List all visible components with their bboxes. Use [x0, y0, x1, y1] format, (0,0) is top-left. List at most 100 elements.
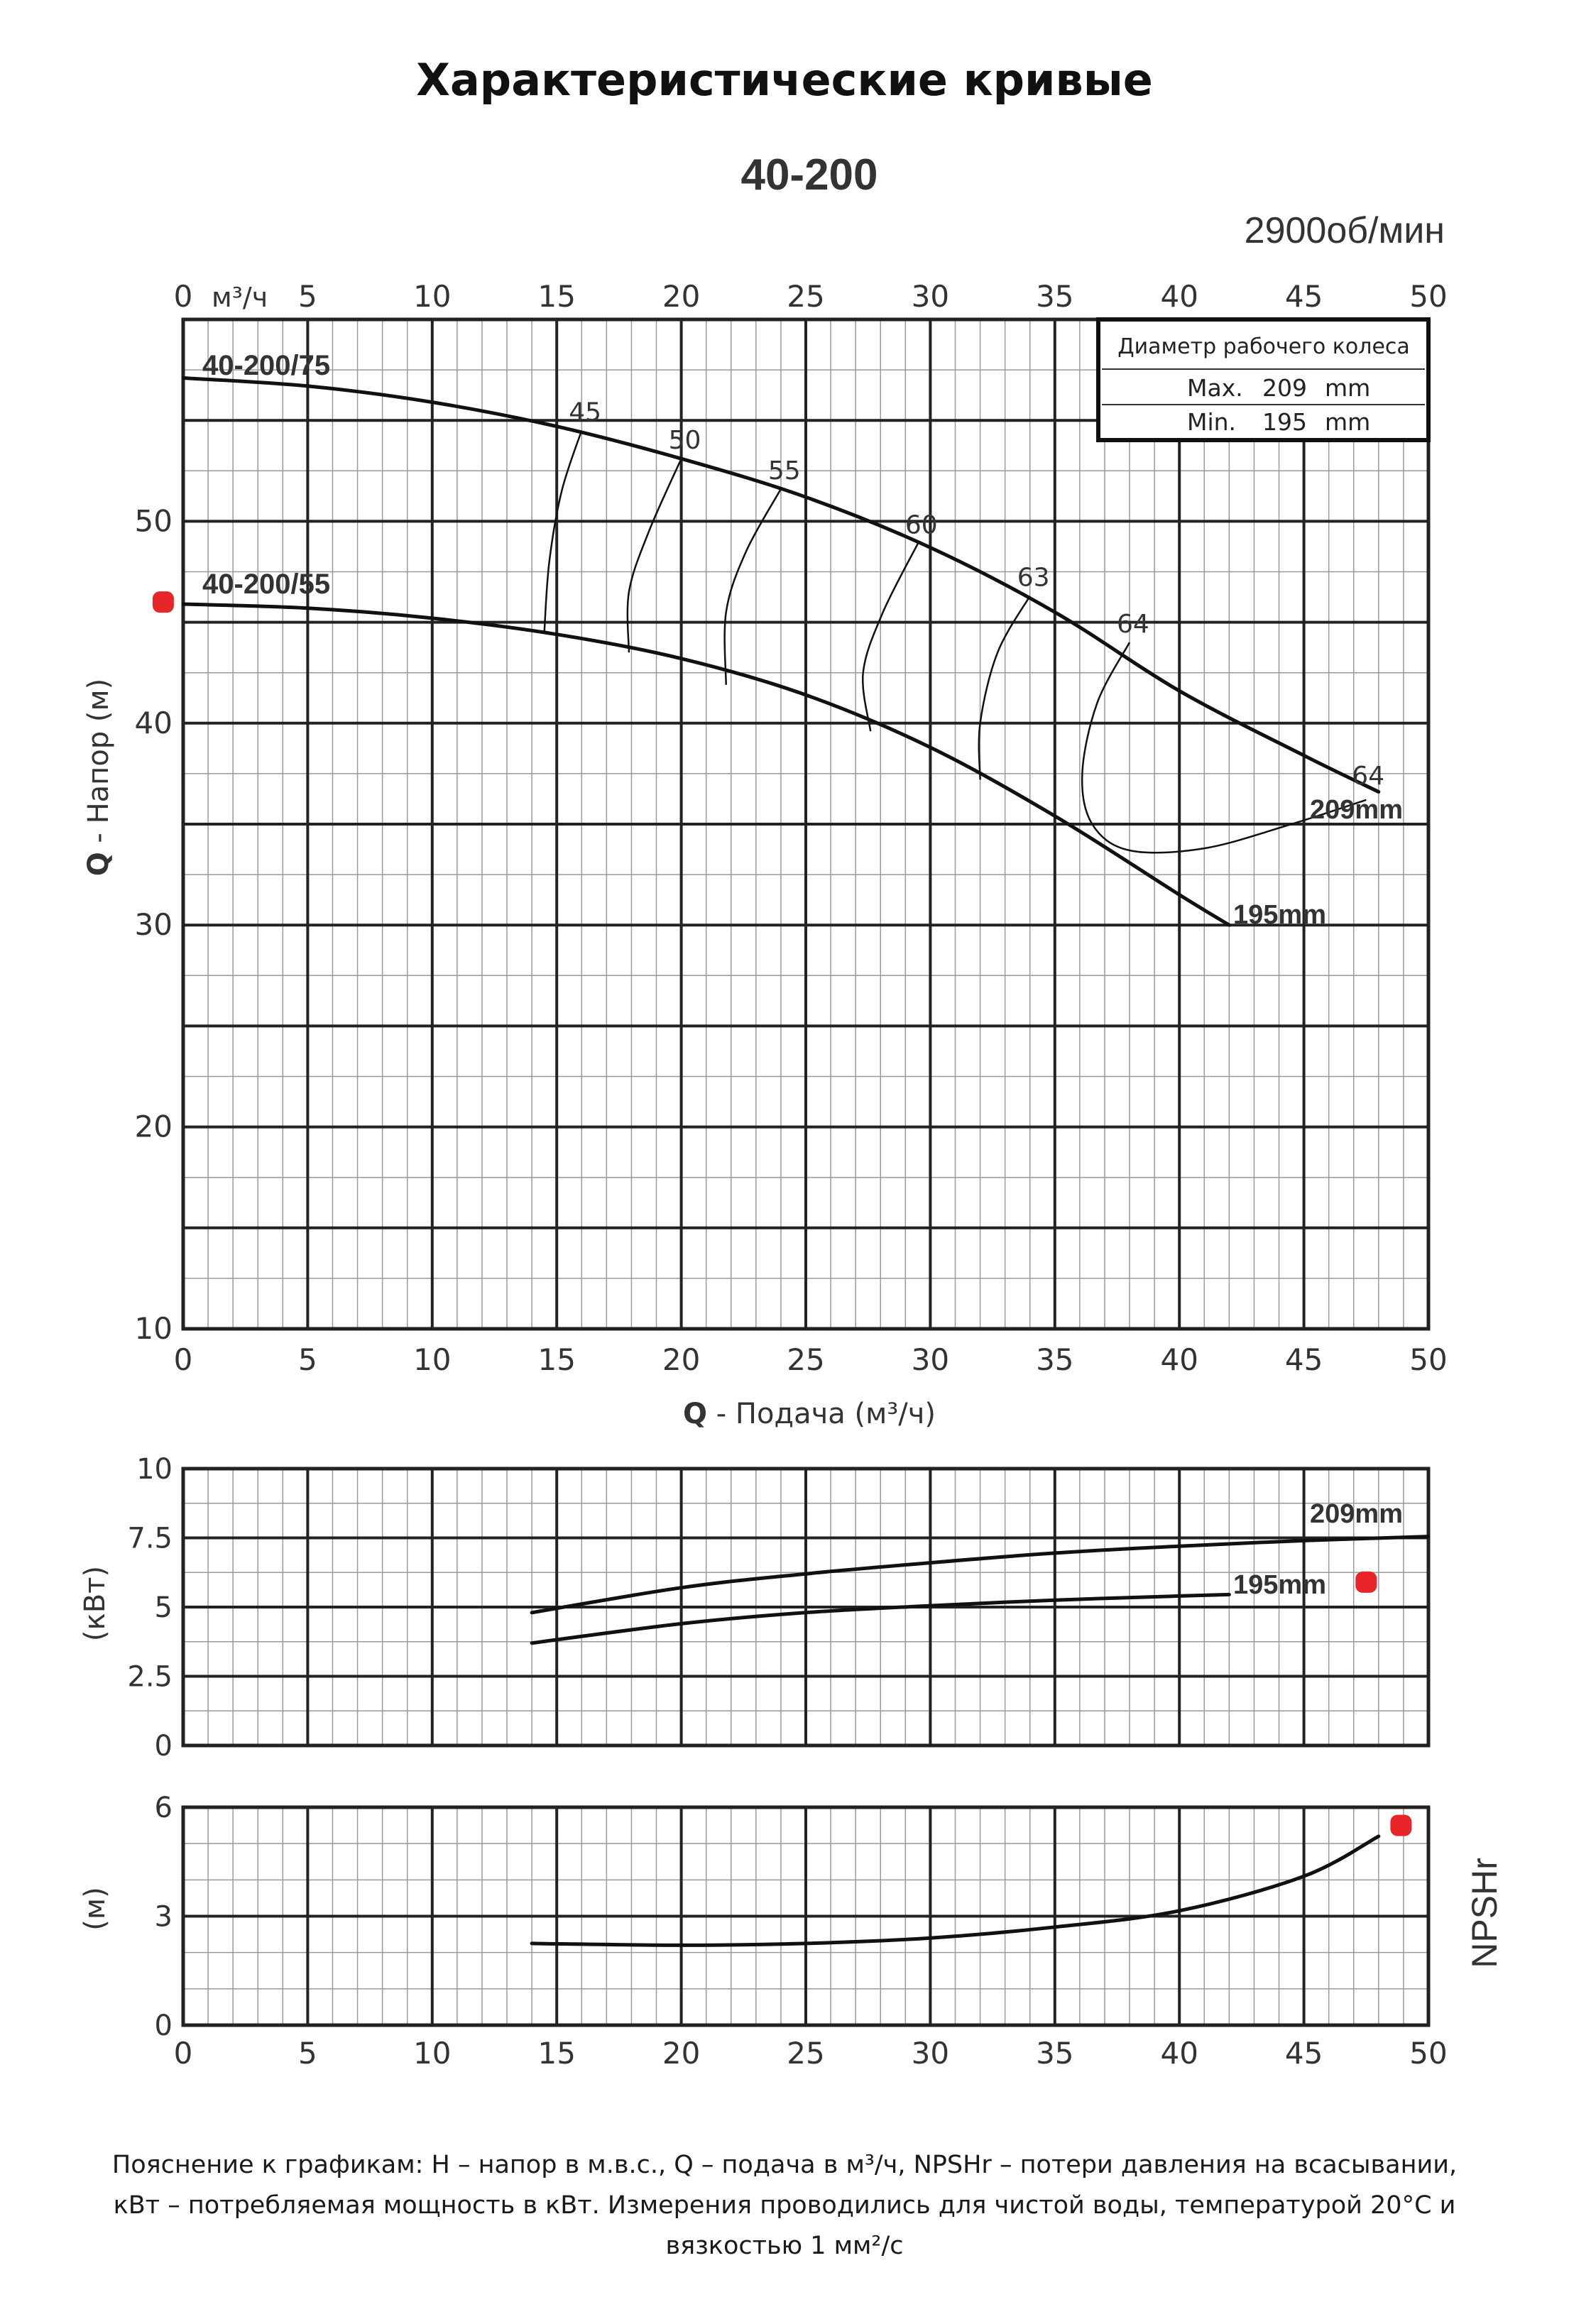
power-chart-grid: [181, 1467, 1431, 1748]
efficiency-curve: [723, 488, 782, 685]
x-tick-label: 35: [1036, 1342, 1073, 1377]
npsh-x-tick-label: 15: [537, 2036, 575, 2071]
npsh-x-tick-label: 20: [662, 2036, 700, 2071]
efficiency-label: 64: [1117, 610, 1149, 639]
top-x-tick-label: 40: [1160, 279, 1198, 314]
efficiency-label: 63: [1017, 564, 1050, 593]
head-chart-grid: [181, 317, 1431, 1331]
markers: [152, 591, 1412, 1836]
x-axis-title-rest: - Подача (м³/ч): [707, 1398, 936, 1430]
npsh-x-tick-label: 30: [912, 2036, 949, 2071]
y-axis-title: Q - Напор (м): [82, 679, 115, 877]
x-tick-label: 10: [413, 1342, 451, 1377]
top-x-tick-label: 0: [174, 279, 193, 314]
power-axis-title: (кВт): [79, 1566, 111, 1641]
top-x-tick-label: 35: [1036, 279, 1073, 314]
npsh-y-tick-label: 0: [155, 2010, 173, 2042]
power-y-tick-label: 5: [155, 1591, 173, 1624]
power-y-tick-label: 7.5: [127, 1523, 173, 1555]
power-y-tick-label: 10: [136, 1453, 173, 1486]
npsh-axis-title: (м): [79, 1887, 111, 1930]
legend-max-unit: mm: [1325, 374, 1370, 402]
top-x-tick-label: 20: [662, 279, 700, 314]
y-tick-label: 30: [135, 907, 173, 942]
npshr-side-label: NPSHr: [1465, 1858, 1504, 1968]
efficiency-curve: [1081, 642, 1367, 854]
power-y-tick-label: 0: [155, 1730, 173, 1763]
npsh-x-tick-label: 40: [1160, 2036, 1198, 2071]
efficiency-curve: [861, 543, 919, 732]
npsh-x-tick-label: 35: [1036, 2036, 1073, 2071]
top-x-tick-label: 25: [787, 279, 824, 314]
red-marker: [1355, 1571, 1377, 1593]
legend-max-value: 209: [1262, 374, 1307, 402]
legend-max-label: Max.: [1187, 374, 1243, 402]
end-label-209mm: 209mm: [1310, 795, 1403, 825]
x-tick-label: 45: [1285, 1342, 1323, 1377]
legend-title: Диаметр рабочего колеса: [1117, 334, 1410, 359]
series-label-40-200-55: 40-200/55: [202, 569, 330, 600]
series-line: [181, 602, 1231, 927]
chart-title: 40-200: [740, 150, 878, 199]
series-label-40-200-75: 40-200/75: [202, 350, 330, 381]
efficiency-label: 45: [569, 398, 601, 427]
series-line: [181, 376, 1381, 794]
npsh-y-tick-label: 3: [155, 1901, 173, 1934]
series-line: [530, 1834, 1381, 1947]
legend-frame: [1096, 317, 1431, 442]
efficiency-curve: [978, 595, 1031, 780]
tick-labels: 0055101015152020252530303535404045455050…: [127, 279, 1447, 2071]
y-axis-title-bold: Q: [82, 852, 115, 876]
series-line: [530, 1592, 1231, 1645]
x-axis-title-bold: Q: [683, 1398, 707, 1430]
top-x-tick-label: 30: [912, 279, 949, 314]
explanation-note: Пояснение к графикам: H – напор в м.в.с.…: [111, 2151, 1458, 2260]
red-marker: [1390, 1814, 1412, 1836]
series-line: [530, 1535, 1431, 1615]
x-axis-title: Q - Подача (м³/ч): [683, 1398, 936, 1430]
npsh-x-tick-label: 5: [298, 2036, 317, 2071]
y-tick-label: 10: [135, 1311, 173, 1346]
npsh-x-tick-label: 0: [174, 2036, 193, 2071]
npsh-x-tick-label: 50: [1409, 2036, 1447, 2071]
efficiency-curve: [543, 430, 583, 632]
efficiency-end-label: 64: [1352, 762, 1384, 791]
chart-subtitle: 2900об/мин: [1245, 210, 1445, 251]
npsh-chart-grid: [181, 1805, 1431, 2027]
efficiency-label: 50: [669, 426, 701, 455]
plot-frame: [181, 317, 1431, 1331]
power-label-195mm: 195mm: [1233, 1570, 1326, 1600]
top-x-tick-label: 45: [1285, 279, 1323, 314]
npsh-y-tick-label: 6: [155, 1792, 173, 1824]
top-x-tick-label: 10: [413, 279, 451, 314]
npsh-x-tick-label: 25: [787, 2036, 824, 2071]
x-tick-label: 15: [537, 1342, 575, 1377]
x-tick-label: 30: [912, 1342, 949, 1377]
efficiency-label: 60: [905, 511, 938, 540]
efficiency-label: 55: [768, 456, 801, 486]
npsh-x-tick-label: 10: [413, 2036, 451, 2071]
x-tick-label: 5: [298, 1342, 317, 1377]
power-y-tick-label: 2.5: [127, 1661, 173, 1694]
x-tick-label: 25: [787, 1342, 824, 1377]
y-tick-label: 40: [135, 706, 173, 740]
y-axis-title-rest: - Напор (м): [82, 679, 115, 853]
top-x-tick-label: 15: [537, 279, 575, 314]
legend-min-value: 195: [1262, 408, 1307, 436]
legend-min-label: Min.: [1187, 408, 1236, 436]
legend-box: Диаметр рабочего колеса Max. 209 mm Min.…: [1096, 317, 1431, 442]
red-marker: [152, 591, 174, 613]
y-tick-label: 50: [135, 503, 173, 538]
x-tick-label: 40: [1160, 1342, 1198, 1377]
plot-frame: [181, 1467, 1431, 1748]
top-axis-unit: м³/ч: [212, 282, 268, 313]
plot-frame: [181, 1805, 1431, 2027]
top-x-tick-label: 5: [298, 279, 317, 314]
legend-min-unit: mm: [1325, 408, 1370, 436]
y-tick-label: 20: [135, 1109, 173, 1144]
x-tick-label: 50: [1409, 1342, 1447, 1377]
end-label-195mm: 195mm: [1233, 900, 1326, 930]
efficiency-curve: [626, 458, 682, 653]
npsh-x-tick-label: 45: [1285, 2036, 1323, 2071]
x-tick-label: 0: [174, 1342, 193, 1377]
